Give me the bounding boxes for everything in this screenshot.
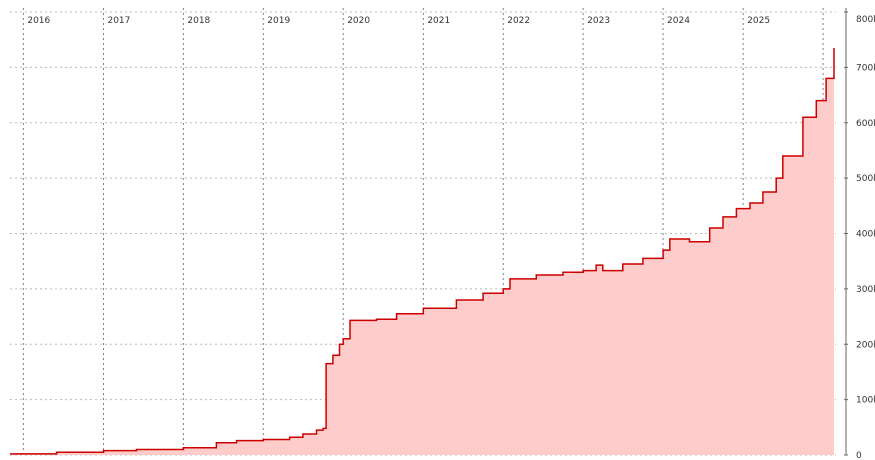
series-area-fill [10, 48, 834, 455]
y-tick-label-0: 0 [856, 451, 862, 460]
y-tick-label-7: 700k [856, 63, 875, 73]
x-tick-label-2020: 2020 [347, 16, 370, 26]
x-tick-label-2025: 2025 [747, 16, 770, 26]
y-tick-label-6: 600k [856, 119, 875, 129]
y-tick-labels: 0 100k 200k 300k 400k 500k 600k 700k 800k [844, 11, 875, 460]
y-tick-label-1: 100k [856, 396, 875, 406]
y-tick-label-3: 300k [856, 285, 875, 295]
x-tick-label-2018: 2018 [187, 16, 210, 26]
x-tick-label-2023: 2023 [587, 16, 610, 26]
x-tick-labels: 2016 2017 2018 2019 2020 2021 2022 2023 2024 2025 [27, 16, 770, 26]
x-tick-label-2024: 2024 [667, 16, 690, 26]
y-tick-label-4: 400k [856, 230, 875, 240]
x-tick-label-2016: 2016 [27, 16, 50, 26]
x-tick-label-2017: 2017 [107, 16, 130, 26]
x-tick-label-2019: 2019 [267, 16, 290, 26]
x-tick-label-2022: 2022 [507, 16, 530, 26]
x-tick-label-2021: 2021 [427, 16, 450, 26]
y-tick-label-5: 500k [856, 174, 875, 184]
series-line [10, 48, 835, 455]
y-tick-label-8: 800k [856, 15, 875, 25]
y-tick-label-2: 200k [856, 340, 875, 350]
